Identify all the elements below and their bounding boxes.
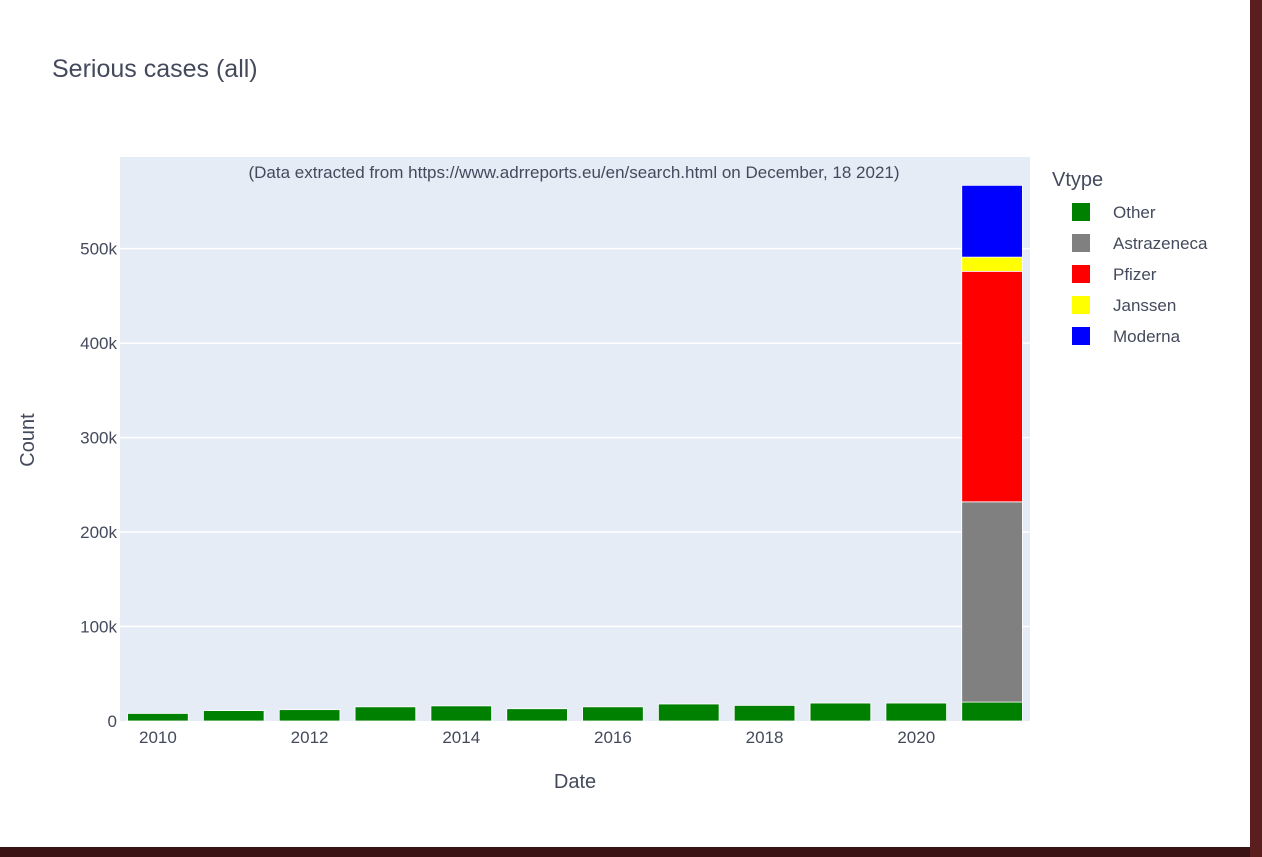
bars xyxy=(127,184,1023,722)
legend-item-astrazeneca[interactable]: Astrazeneca xyxy=(1072,234,1208,253)
legend-label: Astrazeneca xyxy=(1113,234,1208,253)
legend-swatch xyxy=(1072,265,1090,283)
bar-other-2011[interactable] xyxy=(203,710,265,722)
bar-astrazeneca-2021[interactable] xyxy=(961,501,1023,703)
y-axis-ticks: 0 100k 200k 300k 400k 500k xyxy=(80,240,117,731)
y-axis-title: Count xyxy=(17,413,39,467)
legend-swatch xyxy=(1072,296,1090,314)
legend-swatch xyxy=(1072,327,1090,345)
x-tick-label: 2018 xyxy=(746,728,784,747)
y-tick-label: 300k xyxy=(80,429,117,448)
bar-other-2017[interactable] xyxy=(658,703,720,722)
legend-item-moderna[interactable]: Moderna xyxy=(1072,327,1181,346)
chart-svg: Serious cases (all) 0 100k 200k 300k 400k 500… xyxy=(17,55,1208,793)
bar-other-2014[interactable] xyxy=(430,705,492,722)
legend-item-pfizer[interactable]: Pfizer xyxy=(1072,265,1157,284)
plot-background xyxy=(120,157,1030,721)
legend-label: Janssen xyxy=(1113,296,1176,315)
x-axis-ticks: 2010 2012 2014 2016 2018 2020 xyxy=(139,728,935,747)
legend-label: Moderna xyxy=(1113,327,1181,346)
y-tick-label: 400k xyxy=(80,334,117,353)
bar-other-2012[interactable] xyxy=(278,709,341,722)
bar-other-2018[interactable] xyxy=(733,705,796,722)
x-tick-label: 2016 xyxy=(594,728,632,747)
legend-item-janssen[interactable]: Janssen xyxy=(1072,296,1176,315)
x-tick-label: 2010 xyxy=(139,728,177,747)
legend-items: Other Astrazeneca Pfizer Janssen Moderna xyxy=(1072,203,1208,346)
legend-swatch xyxy=(1072,234,1090,252)
bar-other-2013[interactable] xyxy=(354,706,417,722)
chart-annotation: (Data extracted from https://www.adrrepo… xyxy=(248,163,899,182)
y-tick-label: 100k xyxy=(80,618,117,637)
legend: Vtype Other Astrazeneca Pfizer Janssen Moder… xyxy=(1052,169,1208,346)
background-strip-right xyxy=(1250,0,1262,857)
background-strip-bottom xyxy=(0,847,1262,857)
bar-other-2021[interactable] xyxy=(961,701,1023,722)
y-tick-label: 500k xyxy=(80,240,117,259)
chart-frame: Serious cases (all) 0 100k 200k 300k 400k 500… xyxy=(0,0,1250,847)
chart-title: Serious cases (all) xyxy=(52,55,258,83)
bar-other-2019[interactable] xyxy=(809,702,872,722)
bar-janssen-2021[interactable] xyxy=(961,256,1023,272)
legend-label: Pfizer xyxy=(1113,265,1157,284)
legend-title: Vtype xyxy=(1052,169,1103,191)
y-tick-label: 0 xyxy=(108,712,117,731)
x-axis-title: Date xyxy=(554,771,596,793)
bar-other-2020[interactable] xyxy=(885,702,947,722)
bar-other-2010[interactable] xyxy=(127,713,189,722)
x-tick-label: 2012 xyxy=(291,728,329,747)
x-tick-label: 2020 xyxy=(897,728,935,747)
bar-pfizer-2021[interactable] xyxy=(961,270,1023,503)
x-tick-label: 2014 xyxy=(442,728,480,747)
y-tick-label: 200k xyxy=(80,523,117,542)
legend-swatch xyxy=(1072,203,1090,221)
bar-moderna-2021[interactable] xyxy=(961,184,1023,258)
bar-other-2015[interactable] xyxy=(506,708,568,722)
legend-item-other[interactable]: Other xyxy=(1072,203,1156,222)
gridlines xyxy=(120,247,1030,628)
bar-other-2016[interactable] xyxy=(582,706,644,722)
legend-label: Other xyxy=(1113,203,1156,222)
